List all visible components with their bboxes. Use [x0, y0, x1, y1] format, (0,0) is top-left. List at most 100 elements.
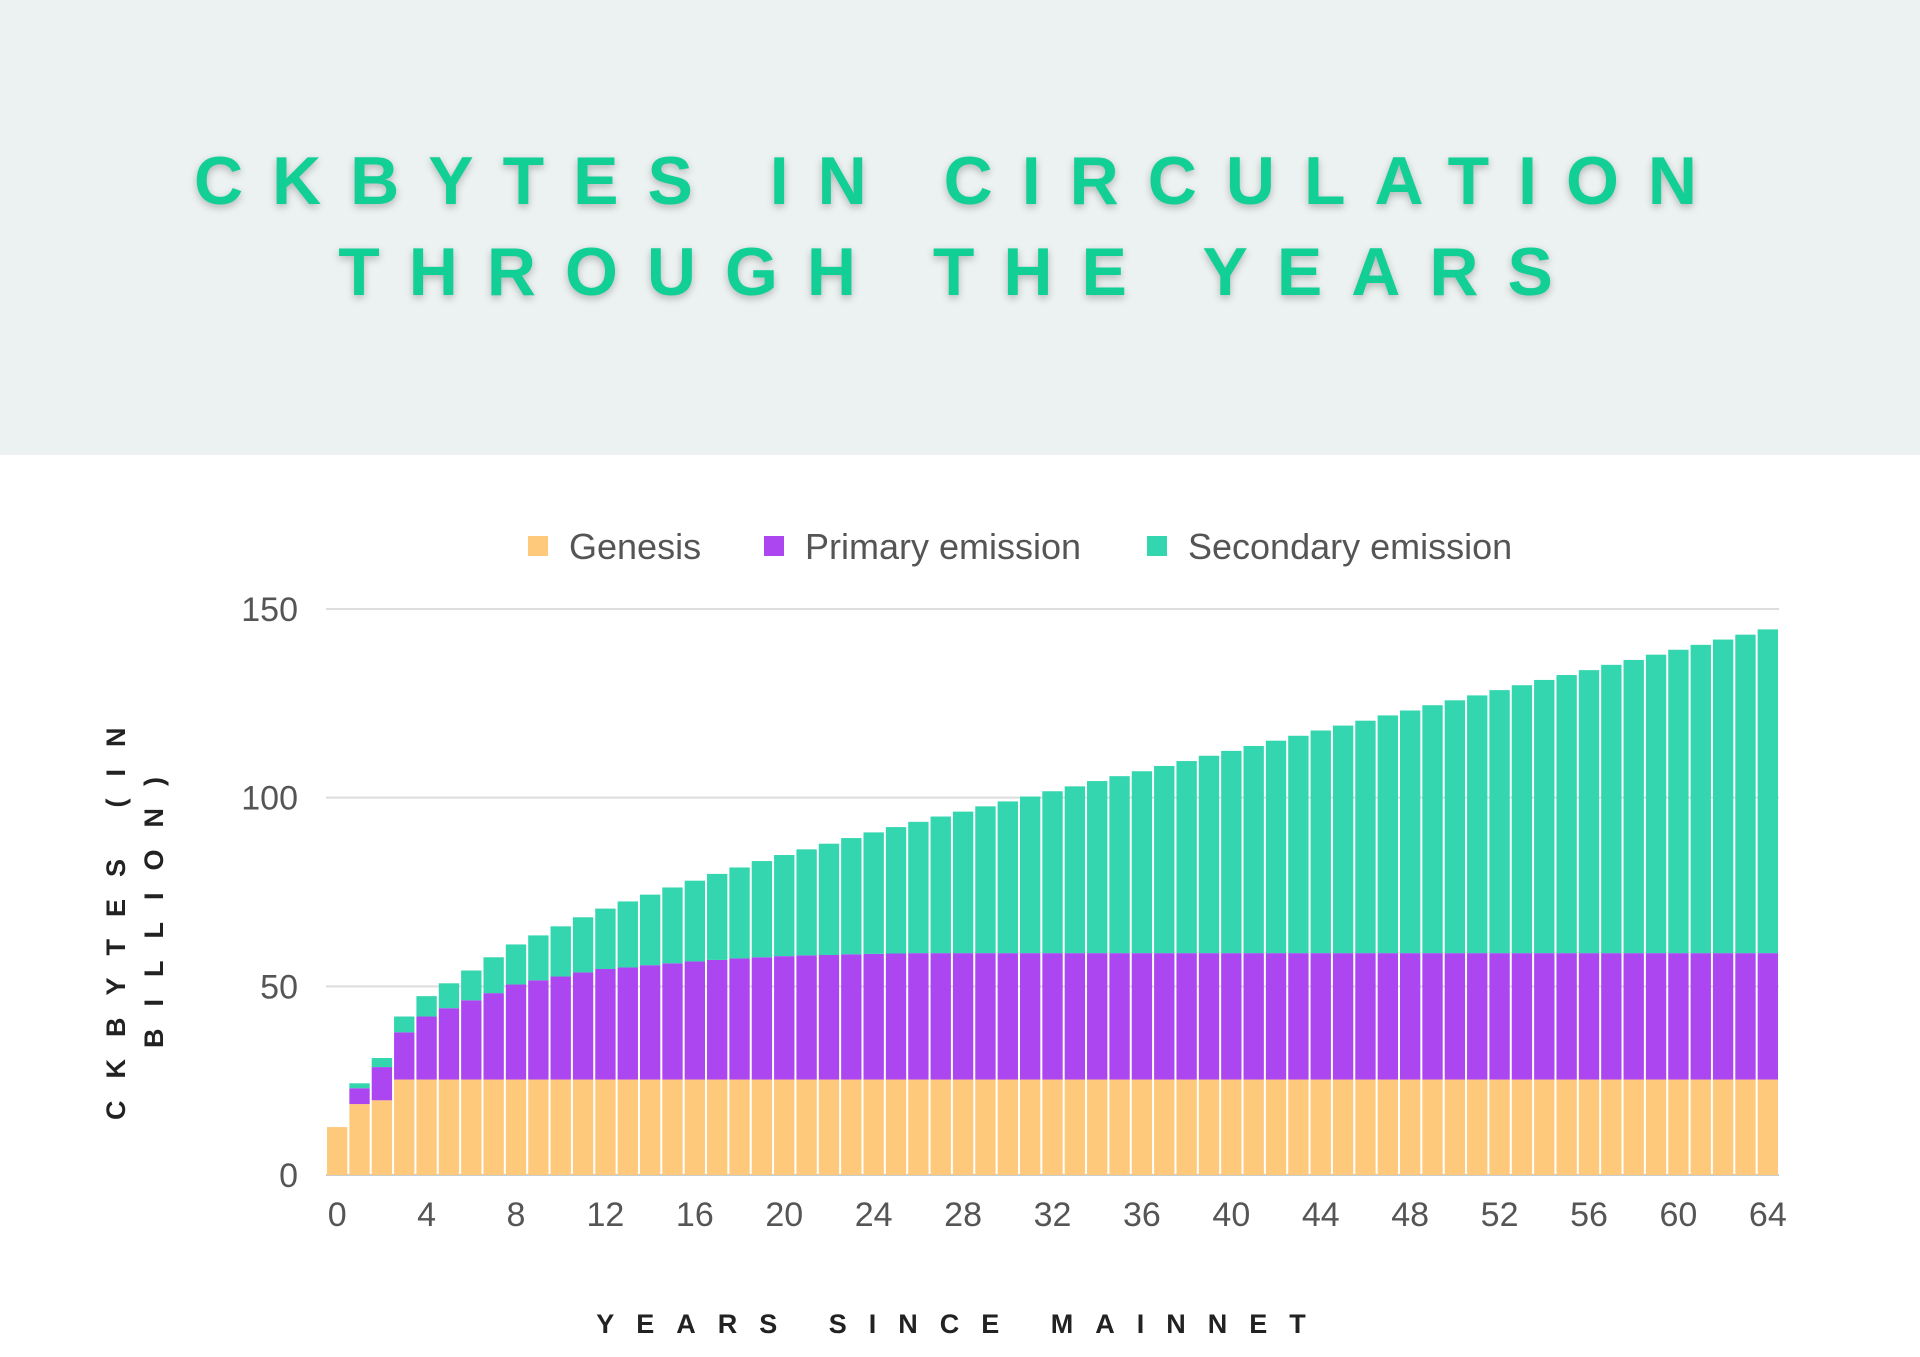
bar-primary-emission [1668, 953, 1689, 1080]
y-tick-label: 100 [241, 780, 298, 818]
bar-secondary-emission [729, 867, 750, 959]
bar-genesis [930, 1079, 951, 1175]
bar-primary-emission [1467, 953, 1488, 1080]
bar-secondary-emission [1131, 771, 1153, 954]
bar-genesis [885, 1079, 907, 1175]
bar-primary-emission [550, 976, 571, 1080]
bar-genesis [1288, 1079, 1309, 1175]
bar-genesis [371, 1100, 393, 1175]
bar-genesis [1042, 1079, 1063, 1175]
legend-swatch [528, 536, 548, 556]
bar-genesis [1511, 1079, 1533, 1175]
bar-primary-emission [1534, 953, 1555, 1080]
bar-secondary-emission [438, 983, 460, 1009]
bar-genesis [1176, 1079, 1197, 1175]
bar-secondary-emission [394, 1016, 415, 1033]
bar-secondary-emission [1645, 654, 1667, 954]
bar-genesis [349, 1104, 370, 1175]
bar-genesis [1668, 1079, 1689, 1175]
legend-item[interactable]: Genesis [528, 526, 701, 567]
bar-genesis [639, 1079, 661, 1175]
y-axis-title-line1: CKBYTES (IN [101, 705, 131, 1120]
bar-primary-emission [394, 1032, 415, 1080]
bar-secondary-emission [1265, 740, 1287, 954]
y-tick-label: 0 [279, 1157, 298, 1195]
bar-genesis [1265, 1079, 1287, 1175]
bar-secondary-emission [1310, 730, 1331, 954]
legend-item[interactable]: Secondary emission [1147, 526, 1512, 567]
legend: Genesis Primary emission Secondary emissio… [528, 526, 1512, 567]
bar-genesis [1444, 1079, 1466, 1175]
bar-genesis [1735, 1079, 1756, 1175]
bar-secondary-emission [595, 908, 616, 969]
bar-secondary-emission [550, 926, 571, 977]
bar-primary-emission [841, 954, 862, 1080]
bar-primary-emission [1265, 953, 1287, 1080]
bar-primary-emission [1556, 953, 1577, 1080]
bar-secondary-emission [997, 801, 1018, 954]
bar-primary-emission [1377, 953, 1398, 1080]
bar-primary-emission [528, 980, 549, 1080]
bar-secondary-emission [818, 843, 840, 956]
bar-secondary-emission [572, 917, 594, 973]
bar-primary-emission [1511, 953, 1533, 1080]
bar-primary-emission [1735, 953, 1756, 1080]
bar-genesis [952, 1079, 974, 1175]
bar-primary-emission [930, 953, 951, 1080]
bar-secondary-emission [1198, 755, 1220, 954]
bar-genesis [863, 1079, 884, 1175]
x-axis-title: YEARS SINCE MAINNET [596, 1309, 1328, 1339]
bar-genesis [1690, 1079, 1711, 1175]
bar-genesis [327, 1127, 348, 1175]
x-tick-label: 36 [1123, 1196, 1161, 1234]
bar-secondary-emission [505, 944, 527, 985]
bar-genesis [1131, 1079, 1153, 1175]
bar-genesis [1645, 1079, 1667, 1175]
bar-secondary-emission [1176, 761, 1197, 954]
bar-genesis [1467, 1079, 1488, 1175]
bar-genesis [1221, 1079, 1242, 1175]
bar-secondary-emission [1601, 664, 1622, 954]
bar-genesis [550, 1079, 571, 1175]
bar-primary-emission [1042, 953, 1063, 1080]
bar-genesis [729, 1079, 750, 1175]
bar-secondary-emission [349, 1083, 370, 1089]
bar-secondary-emission [1422, 705, 1443, 954]
bar-secondary-emission [841, 838, 862, 955]
bar-secondary-emission [1757, 629, 1778, 954]
bar-genesis [684, 1079, 706, 1175]
bar-genesis [1064, 1079, 1086, 1175]
bar-secondary-emission [885, 827, 907, 954]
bar-secondary-emission [774, 855, 795, 957]
bar-primary-emission [751, 957, 773, 1080]
bar-genesis [528, 1079, 549, 1175]
bar-secondary-emission [952, 811, 974, 954]
bar-genesis [997, 1079, 1018, 1175]
bar-genesis [707, 1079, 728, 1175]
bar-primary-emission [1489, 953, 1510, 1080]
legend-item[interactable]: Primary emission [764, 526, 1081, 567]
bar-genesis [818, 1079, 840, 1175]
bar-genesis [1243, 1079, 1264, 1175]
bar-primary-emission [1131, 953, 1153, 1080]
bar-genesis [774, 1079, 795, 1175]
x-tick-label: 20 [765, 1196, 803, 1234]
bar-genesis [1198, 1079, 1220, 1175]
bar-primary-emission [1578, 953, 1600, 1080]
bar-genesis [975, 1079, 996, 1175]
x-tick-label: 32 [1034, 1196, 1072, 1234]
bar-secondary-emission [796, 849, 817, 956]
bar-secondary-emission [1623, 659, 1644, 954]
bar-secondary-emission [1288, 735, 1309, 954]
legend-label: Genesis [569, 526, 701, 567]
x-tick-label: 64 [1749, 1196, 1787, 1234]
bar-secondary-emission [1668, 649, 1689, 954]
bar-secondary-emission [975, 806, 996, 954]
chart-title-line2: THROUGH THE YEARS [338, 234, 1582, 310]
bar-genesis [841, 1079, 862, 1175]
x-tick-label: 56 [1570, 1196, 1608, 1234]
x-tick-label: 12 [587, 1196, 625, 1234]
x-tick-label: 16 [676, 1196, 714, 1234]
bar-secondary-emission [1467, 695, 1488, 954]
bar-genesis [505, 1079, 527, 1175]
